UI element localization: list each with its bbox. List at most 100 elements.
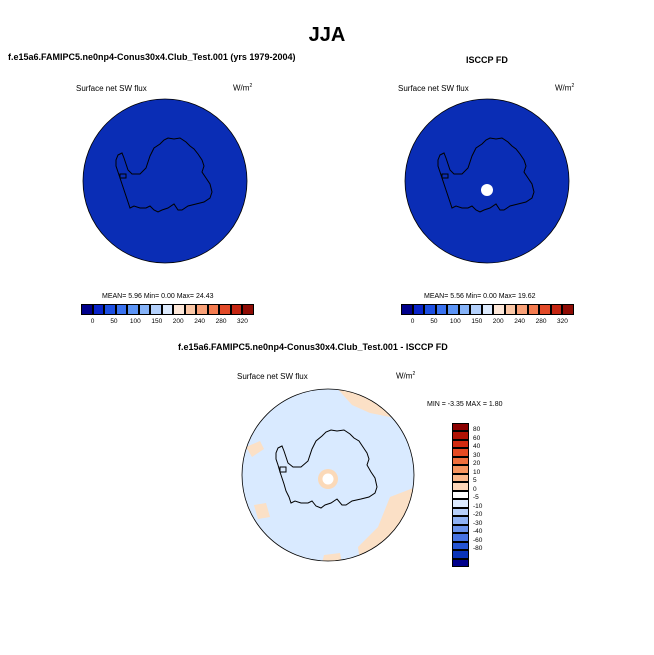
colorbar-swatch	[81, 304, 93, 315]
antarctica-coastline	[275, 429, 378, 509]
colorbar-swatch	[150, 304, 162, 315]
colorbar-swatch	[104, 304, 116, 315]
colorbar-tick-label: 20	[473, 460, 481, 468]
colorbar-swatch	[452, 423, 469, 432]
diff-colorbar	[452, 423, 469, 567]
colorbar-swatch	[173, 304, 185, 315]
colorbar-swatch	[242, 304, 254, 315]
obs-colorbar	[401, 304, 574, 315]
diff-stats: MIN = -3.35 MAX = 1.80	[427, 401, 503, 408]
colorbar-tick-label: 0	[410, 318, 415, 325]
colorbar-swatch	[481, 304, 494, 315]
colorbar-swatch	[207, 304, 220, 315]
colorbar-tick-label: 150	[151, 318, 163, 325]
model-colorbar	[81, 304, 254, 315]
obs-variable-label: Surface net SW flux	[398, 84, 469, 93]
colorbar-swatch	[452, 550, 469, 559]
colorbar-swatch	[452, 448, 469, 457]
colorbar-tick-label: -5	[473, 494, 479, 502]
colorbar-swatch	[452, 431, 469, 440]
diff-variable-label: Surface net SW flux	[237, 372, 308, 381]
colorbar-swatch	[493, 304, 505, 315]
colorbar-swatch	[458, 304, 471, 315]
colorbar-tick-label: 150	[471, 318, 483, 325]
colorbar-tick-label: 30	[473, 451, 481, 459]
colorbar-tick-label: 5	[473, 477, 477, 485]
colorbar-swatch	[452, 533, 469, 542]
model-polar-map	[82, 98, 248, 264]
colorbar-swatch	[452, 541, 469, 551]
model-stats: MEAN= 5.96 Min= 0.00 Max= 24.43	[102, 293, 214, 300]
colorbar-swatch	[184, 304, 197, 315]
obs-polar-map	[404, 98, 570, 264]
colorbar-tick-label: 200	[492, 318, 504, 325]
colorbar-tick-label: 50	[110, 318, 118, 325]
colorbar-tick-label: -80	[473, 545, 483, 553]
model-variable-label: Surface net SW flux	[76, 84, 147, 93]
colorbar-tick-label: 60	[473, 434, 481, 442]
colorbar-tick-label: 100	[129, 318, 141, 325]
colorbar-swatch	[452, 499, 469, 508]
colorbar-swatch	[452, 465, 469, 474]
colorbar-swatch	[230, 304, 243, 315]
colorbar-swatch	[452, 490, 469, 500]
colorbar-tick-label: 40	[473, 443, 481, 451]
colorbar-swatch	[196, 304, 208, 315]
colorbar-tick-label: 280	[535, 318, 547, 325]
colorbar-tick-label: 80	[473, 426, 481, 434]
colorbar-tick-label: 10	[473, 468, 481, 476]
colorbar-swatch	[562, 304, 574, 315]
colorbar-swatch	[504, 304, 517, 315]
colorbar-swatch	[412, 304, 425, 315]
season-title: JJA	[308, 24, 346, 46]
colorbar-tick-label: 240	[194, 318, 206, 325]
diff-units-label: W/m2	[396, 371, 416, 381]
colorbar-swatch	[401, 304, 413, 315]
polar-missing-data	[481, 184, 493, 196]
colorbar-swatch	[550, 304, 563, 315]
colorbar-swatch	[92, 304, 105, 315]
colorbar-swatch	[138, 304, 151, 315]
colorbar-tick-label: 320	[557, 318, 568, 325]
model-colorbar-ticks: 0 50 100 150 200 240 280 320	[81, 318, 254, 328]
colorbar-swatch	[452, 473, 469, 483]
colorbar-tick-label: -40	[473, 528, 483, 536]
colorbar-swatch	[452, 524, 469, 534]
antarctica-coastline	[115, 137, 213, 213]
antarctica-coastline	[437, 137, 535, 213]
colorbar-tick-label: 200	[172, 318, 184, 325]
colorbar-tick-label: 0	[90, 318, 95, 325]
colorbar-tick-label: 280	[215, 318, 227, 325]
colorbar-tick-label: 0	[473, 485, 477, 493]
colorbar-swatch	[115, 304, 128, 315]
colorbar-swatch	[452, 516, 469, 525]
colorbar-swatch	[539, 304, 551, 315]
colorbar-swatch	[516, 304, 528, 315]
colorbar-tick-label: -20	[473, 511, 483, 519]
colorbar-tick-label: -30	[473, 519, 483, 527]
colorbar-tick-label: 100	[449, 318, 461, 325]
colorbar-swatch	[452, 456, 469, 466]
colorbar-swatch	[452, 439, 469, 449]
colorbar-swatch	[161, 304, 174, 315]
obs-units-label: W/m2	[555, 83, 575, 93]
colorbar-swatch	[470, 304, 482, 315]
colorbar-swatch	[435, 304, 448, 315]
colorbar-tick-label: 50	[430, 318, 438, 325]
colorbar-swatch	[127, 304, 139, 315]
colorbar-swatch	[452, 558, 469, 567]
diff-panel-title: f.e15a6.FAMIPC5.ne0np4-Conus30x4.Club_Te…	[178, 342, 448, 352]
model-panel-title: f.e15a6.FAMIPC5.ne0np4-Conus30x4.Club_Te…	[8, 52, 296, 62]
colorbar-swatch	[452, 482, 469, 491]
colorbar-tick-label: -10	[473, 502, 483, 510]
obs-stats: MEAN= 5.56 Min= 0.00 Max= 19.62	[424, 293, 536, 300]
obs-colorbar-ticks: 0 50 100 150 200 240 280 320	[401, 318, 574, 328]
colorbar-tick-label: 320	[237, 318, 248, 325]
diff-polar-map	[241, 388, 415, 562]
colorbar-swatch	[527, 304, 540, 315]
colorbar-swatch	[219, 304, 231, 315]
obs-panel-title: ISCCP FD	[466, 55, 508, 65]
model-units-label: W/m2	[233, 83, 253, 93]
colorbar-tick-label: -60	[473, 536, 483, 544]
colorbar-swatch	[452, 507, 469, 517]
